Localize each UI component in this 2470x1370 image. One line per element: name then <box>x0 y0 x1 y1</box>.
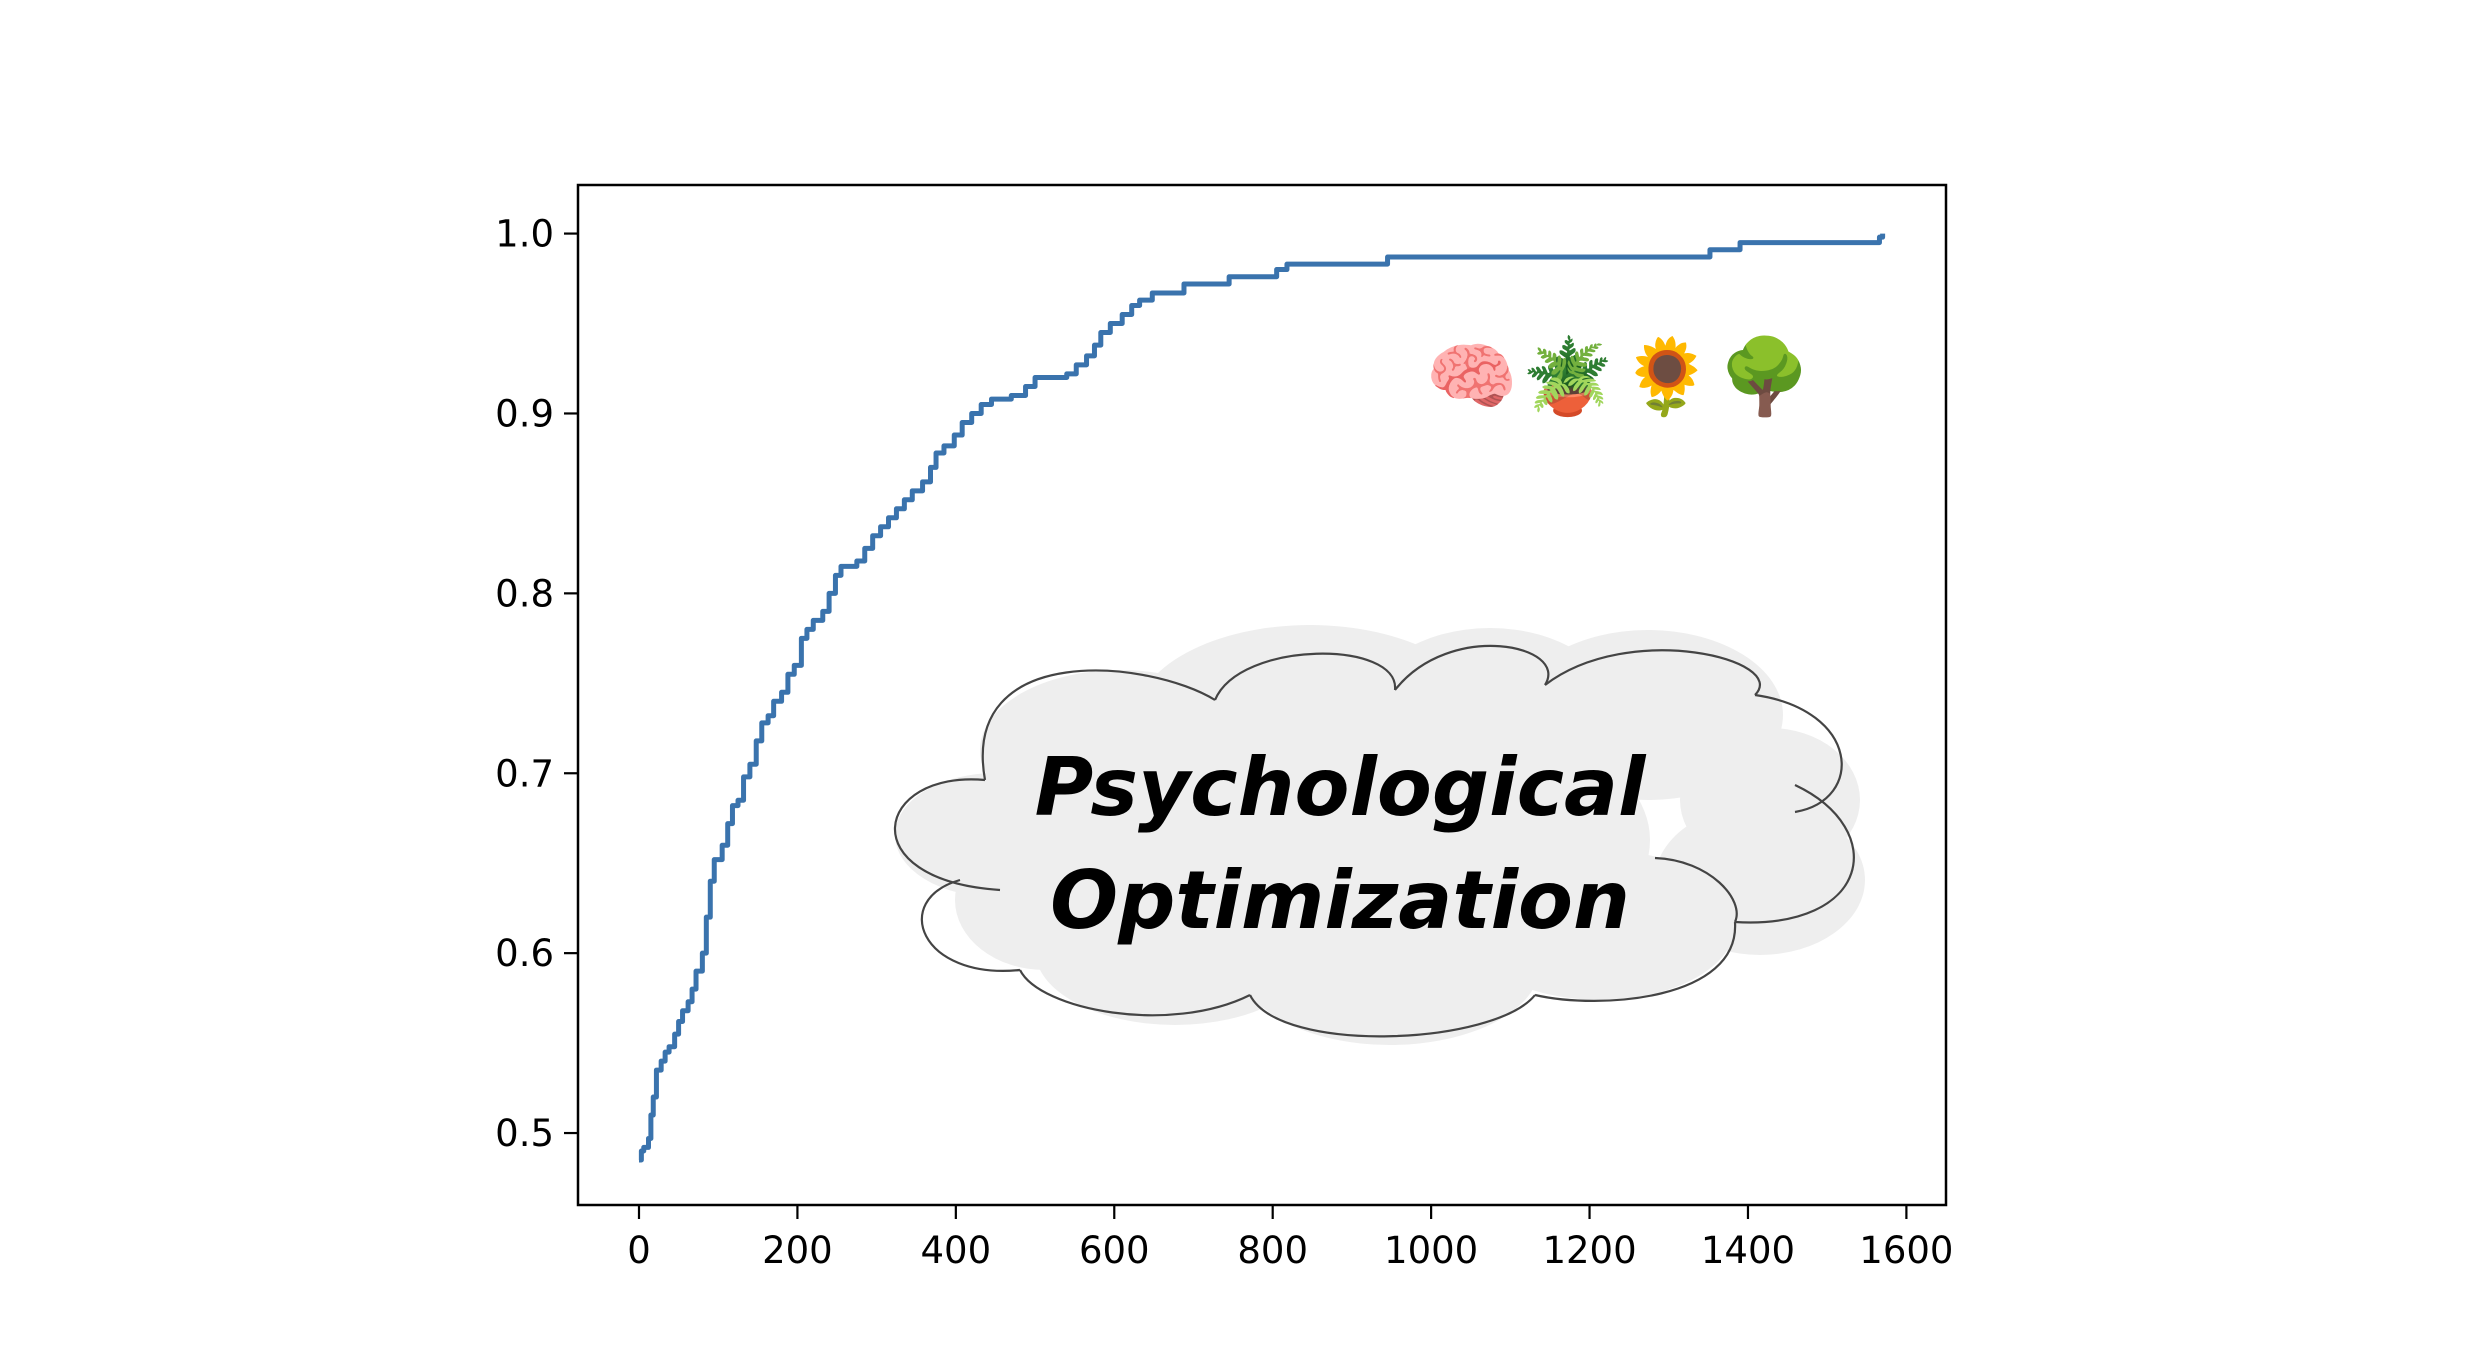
y-tick-label: 0.9 <box>495 392 554 435</box>
potted-plant-icon: 🪴 <box>1522 332 1614 420</box>
x-tick-label: 800 <box>1237 1229 1308 1272</box>
y-axis: 0.5 0.6 0.7 0.8 0.9 1.0 <box>495 213 578 1155</box>
cloud-title-line-1: Psychological <box>1035 741 1647 834</box>
y-tick-label: 0.5 <box>495 1112 554 1155</box>
brain-icon: 🧠 <box>1426 334 1518 420</box>
cloud-fill <box>895 625 1865 1045</box>
x-tick-label: 1000 <box>1384 1229 1478 1272</box>
sunflower-icon: 🌻 <box>1621 334 1713 420</box>
cloud-outline <box>893 644 1855 1038</box>
x-tick-label: 0 <box>627 1229 651 1272</box>
x-tick-label: 1600 <box>1859 1229 1953 1272</box>
y-tick-label: 0.6 <box>495 932 554 975</box>
x-tick-label: 600 <box>1079 1229 1150 1272</box>
x-tick-label: 1200 <box>1542 1229 1636 1272</box>
tree-icon: 🌳 <box>1719 332 1811 420</box>
x-tick-label: 200 <box>762 1229 833 1272</box>
cloud-title-line-2: Optimization <box>1050 854 1630 947</box>
emoji-row: 🧠 🪴 🌻 🌳 <box>1426 332 1811 420</box>
thought-cloud: Psychological Optimization <box>893 625 1865 1045</box>
x-tick-label: 1400 <box>1701 1229 1795 1272</box>
x-axis: 0 200 400 600 800 1000 1200 1400 1600 <box>627 1205 1953 1272</box>
x-tick-label: 400 <box>921 1229 992 1272</box>
y-tick-label: 1.0 <box>495 213 554 256</box>
y-tick-label: 0.8 <box>495 572 554 615</box>
y-tick-label: 0.7 <box>495 752 554 795</box>
series-line-0 <box>638 233 1886 1163</box>
series-layer <box>638 233 1886 1163</box>
